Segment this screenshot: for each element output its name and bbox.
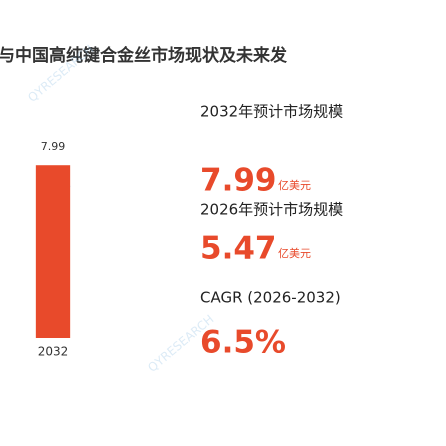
title: 与中国高纯键合金丝市场现状及未来发 bbox=[0, 45, 288, 66]
stat-value: 7.99 bbox=[200, 163, 277, 199]
x-tick-label: 2032 bbox=[38, 345, 69, 359]
bar bbox=[35, 165, 71, 338]
value-label: 7.99 bbox=[41, 140, 66, 153]
stat-value: 6.5% bbox=[200, 325, 286, 361]
stat-unit: 亿美元 bbox=[278, 179, 311, 192]
stat-label: CAGR (2026-2032) bbox=[200, 289, 341, 307]
stat-value: 5.47 bbox=[200, 231, 277, 267]
stat-label: 2032年预计市场规模 bbox=[200, 103, 343, 121]
stat-label: 2026年预计市场规模 bbox=[200, 201, 343, 219]
stat-unit: 亿美元 bbox=[278, 247, 311, 260]
